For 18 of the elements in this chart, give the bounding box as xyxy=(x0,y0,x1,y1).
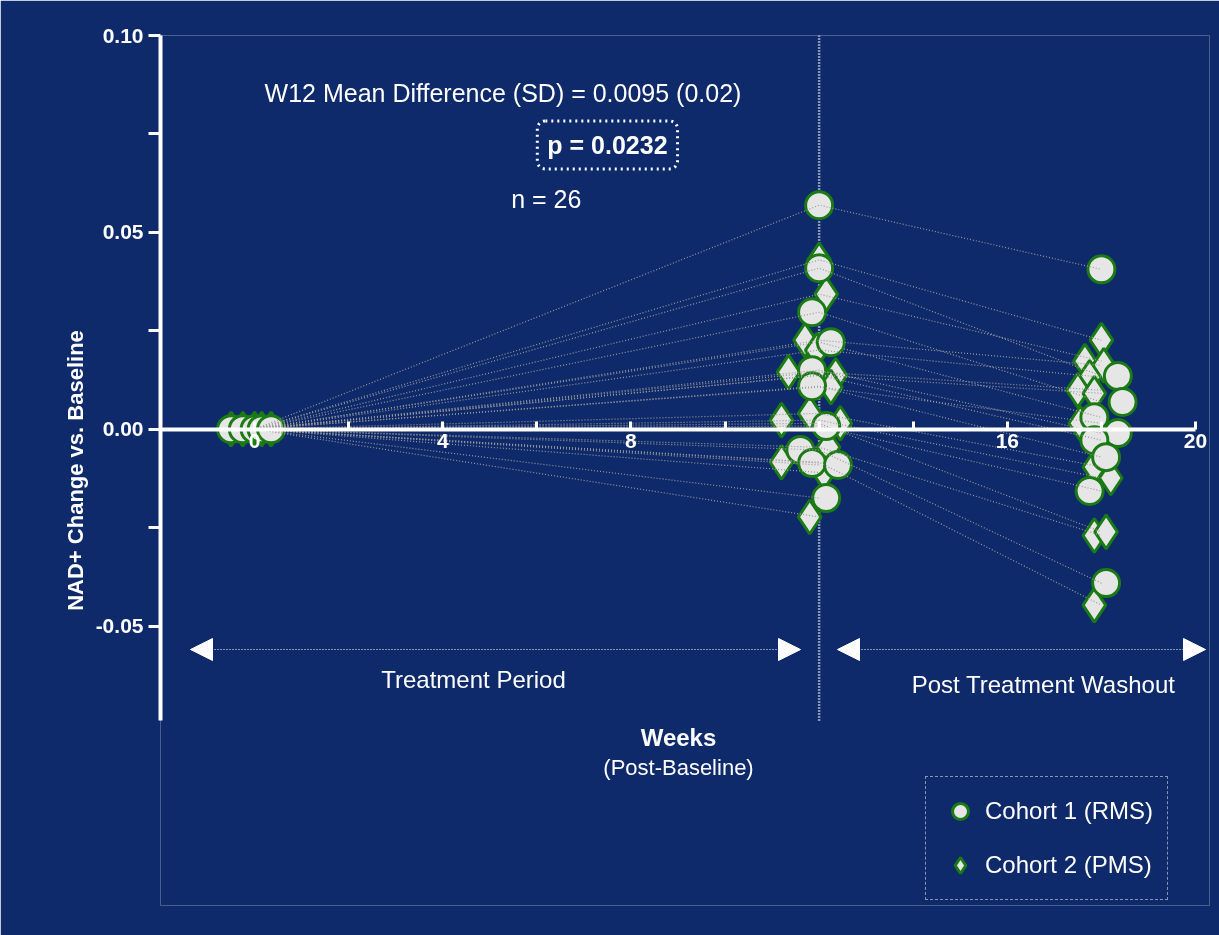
annotation: W12 Mean Difference (SD) = 0.0095 (0.02) xyxy=(264,79,742,108)
x-tick-label: 4 xyxy=(436,429,449,453)
y-tick-label: -0.05 xyxy=(95,614,144,638)
legend-label: Cohort 2 (PMS) xyxy=(985,851,1152,879)
x-tick-label: 8 xyxy=(625,429,638,453)
annotation: p = 0.0232 xyxy=(547,130,668,159)
annotation: Treatment Period xyxy=(381,665,566,693)
y-tick-label: 0.00 xyxy=(102,417,144,441)
x-tick-label: 16 xyxy=(995,429,1019,453)
annotation: Post Treatment Washout xyxy=(911,670,1176,698)
x-tick-label: 20 xyxy=(1183,429,1208,453)
x-axis-title: Weeks xyxy=(640,723,717,751)
y-tick-label: 0.10 xyxy=(102,23,144,47)
legend-label: Cohort 1 (RMS) xyxy=(985,797,1154,825)
annotation: n = 26 xyxy=(511,184,582,213)
y-axis-title: NAD+ Change vs. Baseline xyxy=(62,330,88,611)
text: (Post-Baseline) xyxy=(603,754,754,780)
y-tick-label: 0.05 xyxy=(102,220,144,244)
